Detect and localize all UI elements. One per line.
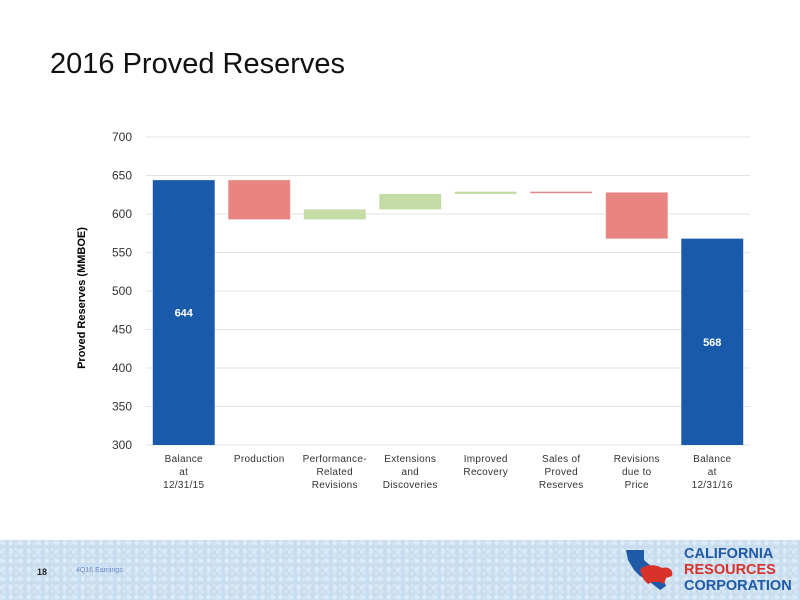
x-category-line: 12/31/16 bbox=[691, 480, 733, 491]
y-tick-label: 500 bbox=[112, 284, 132, 298]
x-category-label: Balance at 12/31/16 bbox=[674, 453, 750, 492]
data-label: 644 bbox=[175, 308, 194, 320]
x-category-line: Extensions bbox=[384, 454, 437, 465]
x-category-line: Reserves bbox=[538, 480, 584, 491]
x-category-line: Revisions bbox=[613, 454, 660, 465]
bar-increase bbox=[379, 193, 442, 210]
x-category-line: Sales of bbox=[541, 454, 581, 465]
bar-increase bbox=[454, 191, 517, 194]
x-category-line: and bbox=[401, 467, 420, 478]
y-tick-label: 400 bbox=[112, 361, 132, 375]
x-category-line: Discoveries bbox=[382, 480, 438, 491]
x-category-line: 12/31/15 bbox=[163, 480, 205, 491]
bar-increase bbox=[303, 209, 366, 220]
x-category-line: Related bbox=[316, 467, 354, 478]
logo-line: RESOURCES bbox=[684, 562, 776, 578]
x-category-line: Improved bbox=[463, 454, 508, 465]
x-category-line: due to bbox=[621, 467, 652, 478]
bar-decrease bbox=[605, 192, 668, 239]
x-category-label: Sales of Proved Reserves bbox=[523, 453, 599, 492]
x-category-line: Revisions bbox=[311, 480, 358, 491]
x-category-line: Performance- bbox=[302, 454, 367, 465]
logo-line: CORPORATION bbox=[684, 578, 792, 594]
y-tick-label: 450 bbox=[112, 323, 132, 337]
data-label: 568 bbox=[703, 337, 721, 349]
y-tick-label: 300 bbox=[112, 438, 132, 452]
y-tick-label: 600 bbox=[112, 207, 132, 221]
company-logo-text: CALIFORNIA RESOURCES CORPORATION bbox=[684, 546, 792, 594]
x-category-label: Improved Recovery bbox=[448, 453, 524, 479]
x-category-label: Revisions due to Price bbox=[599, 453, 675, 492]
california-map-bear-icon bbox=[626, 550, 673, 590]
x-category-label: Performance- Related Revisions bbox=[297, 453, 373, 492]
x-category-line: Proved bbox=[544, 467, 578, 478]
x-category-line: Balance bbox=[164, 454, 203, 465]
y-tick-label: 650 bbox=[112, 169, 132, 183]
y-tick-label: 700 bbox=[112, 130, 132, 144]
y-tick-label: 550 bbox=[112, 246, 132, 260]
footer-note: 4Q16 Earnings bbox=[76, 567, 123, 574]
slide-title: 2016 Proved Reserves bbox=[50, 48, 345, 80]
bar-decrease bbox=[228, 180, 291, 220]
x-category-label: Extensions and Discoveries bbox=[372, 453, 448, 492]
x-category-line: at bbox=[179, 467, 189, 478]
x-category-label: Production bbox=[221, 453, 297, 466]
bar-decrease bbox=[530, 191, 593, 194]
x-category-line: at bbox=[707, 467, 717, 478]
bar-total bbox=[152, 180, 215, 445]
x-category-line: Production bbox=[233, 454, 285, 465]
page-number: 18 bbox=[37, 567, 48, 577]
x-category-label: Balance at 12/31/15 bbox=[146, 453, 222, 492]
logo-line: CALIFORNIA bbox=[684, 546, 774, 562]
y-tick-label: 350 bbox=[112, 400, 132, 414]
bar-total bbox=[681, 238, 744, 445]
x-category-line: Balance bbox=[693, 454, 732, 465]
x-category-line: Price bbox=[624, 480, 649, 491]
y-axis-label: Proved Reserves (MMBOE) bbox=[76, 227, 88, 369]
x-category-line: Recovery bbox=[463, 467, 509, 478]
